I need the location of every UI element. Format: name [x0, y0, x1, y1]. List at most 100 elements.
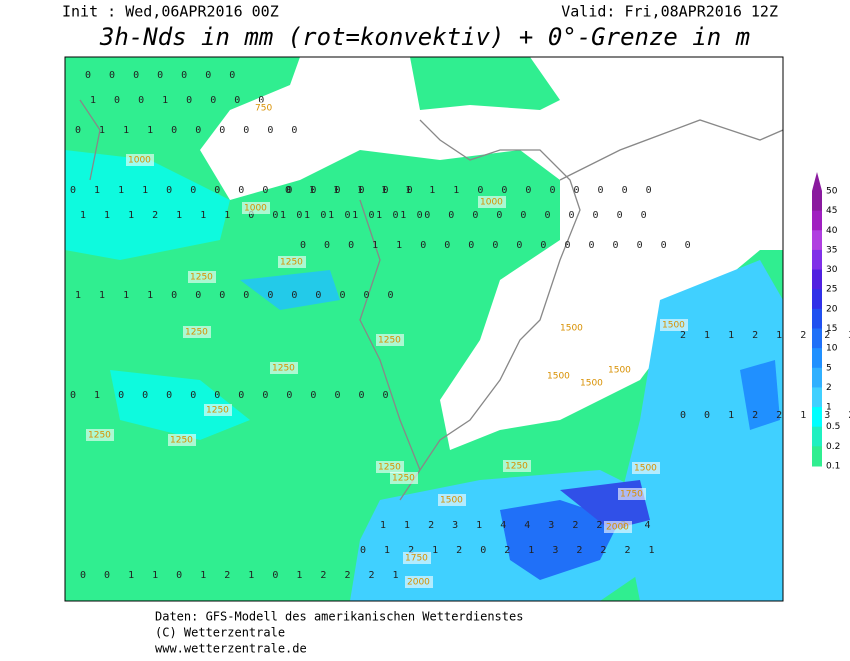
contour-label: 1500 [662, 321, 685, 331]
colorbar-tip [812, 172, 822, 191]
contour-label-bg [478, 196, 506, 208]
contour-label-bg [204, 404, 232, 416]
contour-label: 1500 [560, 324, 583, 334]
precip-value: 1 1 2 3 1 4 4 3 2 2 3 4 [380, 520, 656, 531]
colorbar-bin [812, 289, 822, 310]
contour-label: 1500 [580, 379, 603, 389]
contour-label-bg [403, 552, 431, 564]
contour-label-bg [632, 462, 660, 474]
colorbar-bin [812, 328, 822, 349]
colorbar-label: 15 [826, 324, 837, 334]
contour-label-bg [278, 256, 306, 268]
contour-label: 1750 [405, 554, 428, 564]
contour-label-bg [405, 576, 433, 588]
colorbar-bin [812, 191, 822, 212]
contour-label: 1000 [128, 156, 151, 166]
contour-label: 1250 [378, 336, 401, 346]
contour-label: 1250 [185, 328, 208, 338]
contour-label: 2000 [606, 523, 629, 533]
precip-value: 1 0 0 1 0 0 0 0 [90, 95, 270, 106]
contour-label: 1250 [206, 406, 229, 416]
contour-label: 1250 [505, 462, 528, 472]
contour-label: 1250 [392, 474, 415, 484]
precip-area [500, 500, 620, 580]
contour-label-bg [86, 429, 114, 441]
coastline [399, 119, 581, 501]
map-frame [64, 56, 784, 602]
map [64, 56, 784, 602]
contour-label: 1750 [620, 490, 643, 500]
coastline [79, 99, 101, 181]
contour-label: 1500 [634, 464, 657, 474]
contour-label: 1000 [480, 198, 503, 208]
colorbar-label: 10 [826, 344, 838, 354]
colorbar-bin [812, 269, 822, 290]
contour-label: 2000 [407, 578, 430, 588]
contour-label-bg [390, 472, 418, 484]
contour-label-bg [438, 494, 466, 506]
contour-label-bg [183, 326, 211, 338]
borders [79, 99, 783, 501]
colorbar-bin [812, 387, 822, 408]
precip-area [240, 270, 340, 310]
precip-area [410, 57, 560, 110]
colorbar-label: 2 [826, 383, 832, 393]
colorbar-label: 0.2 [826, 442, 840, 452]
contour-label-bg [545, 370, 573, 382]
colorbar-label: 5 [826, 363, 832, 373]
contour-label-bg [660, 319, 688, 331]
colorbar-bin [812, 426, 822, 447]
contour-label-bg [270, 362, 298, 374]
contour-label: 750 [255, 104, 272, 114]
contour-label-bg [604, 521, 632, 533]
contour-label-bg [376, 461, 404, 473]
contour-label: 1000 [244, 204, 267, 214]
contour-label: 1250 [272, 364, 295, 374]
contour-label-bg [253, 102, 275, 114]
precip-value: 0 1 0 0 0 0 0 0 0 0 0 0 0 0 [70, 390, 395, 401]
contour-label: 1250 [88, 431, 111, 441]
colorbar-label: 0.5 [826, 422, 840, 432]
precip-area [65, 57, 783, 601]
colorbar-bin [812, 308, 822, 329]
colorbar-label: 25 [826, 285, 837, 295]
contour-label: 1500 [547, 372, 570, 382]
contour-label-bg [558, 322, 586, 334]
colorbar-bin [812, 230, 822, 251]
contour-label: 1250 [378, 463, 401, 473]
contour-label-bg [168, 434, 196, 446]
precip-value: 0 1 1 1 0 0 0 0 0 0 0 0 0 0 0 [70, 185, 419, 196]
colorbar-bin [812, 446, 822, 467]
precip-value: 0 1 1 1 0 0 0 0 0 0 [75, 125, 303, 136]
colorbar-label: 0.1 [826, 462, 840, 472]
precip-value: 0 0 0 0 0 0 0 [85, 70, 241, 81]
precip-area [740, 360, 780, 430]
valid-time: Valid: Fri,08APR2016 12Z [561, 3, 778, 21]
precip-value: 1 1 1 2 1 1 1 0 0 0 0 0 0 0 0 [80, 210, 429, 221]
contour-label-bg [188, 271, 216, 283]
contour-label-bg [618, 488, 646, 500]
contour-label: 1500 [608, 366, 631, 376]
colorbar-label: 50 [826, 187, 838, 197]
precip-value: 1 1 1 1 0 0 0 0 0 0 0 0 0 0 [75, 290, 400, 301]
colorbar-label: 1 [826, 403, 832, 413]
contour-label-bg [606, 364, 634, 376]
precip-area [65, 150, 230, 260]
title: 3h-Nds in mm (rot=konvektiv) + 0°-Grenze… [99, 23, 750, 51]
contour-label: 1500 [440, 496, 463, 506]
precip-value: 0 1 1 1 1 1 1 1 0 0 0 0 0 0 0 0 [285, 185, 658, 196]
contour-label-bg [578, 377, 606, 389]
precip-value: 2 1 1 2 1 2 2 3 [680, 330, 850, 341]
colorbar-bin [812, 367, 822, 388]
contour-label: 1250 [190, 273, 213, 283]
border [359, 199, 421, 471]
contour-label-bg [126, 154, 154, 166]
footer-copyright: (C) Wetterzentrale [155, 626, 285, 640]
precip-area [110, 370, 250, 440]
colorbar-label: 40 [826, 226, 838, 236]
init-time: Init : Wed,06APR2016 00Z [62, 3, 279, 21]
footer-source: Daten: GFS-Modell des amerikanischen Wet… [155, 610, 523, 624]
contour-label-bg [242, 202, 270, 214]
contour-label: 1250 [170, 436, 193, 446]
